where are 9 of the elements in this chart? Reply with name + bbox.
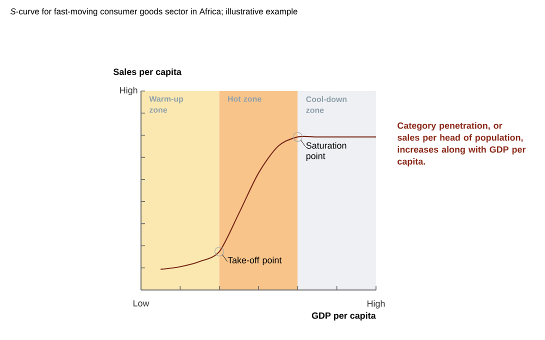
annotation: Saturation point — [306, 142, 346, 161]
text: Low — [134, 300, 150, 306]
text: High — [120, 86, 138, 96]
x-axis-title: GDP per capita — [312, 312, 376, 321]
annotation: Take-off point — [228, 256, 282, 266]
text: High — [368, 300, 385, 309]
text: Category penetration, or sales per head of population, increases along with GDP per capita. — [398, 122, 526, 166]
chart-title: S-curve for fast-moving consumer goods sector in Africa; illustrative example — [10, 8, 298, 16]
text: Sales per capita — [113, 68, 182, 77]
